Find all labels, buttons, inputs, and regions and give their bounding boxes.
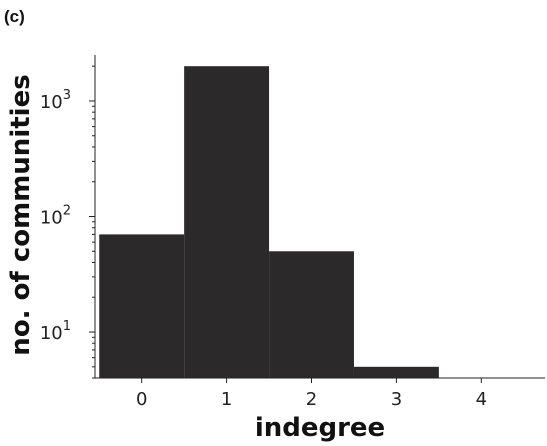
bars-layer — [99, 66, 439, 378]
x-tick-label-3: 3 — [391, 389, 402, 410]
bar-2 — [269, 251, 354, 378]
panel-label: (c) — [4, 7, 25, 26]
y-tick-exponent-1000: 3 — [63, 88, 71, 103]
y-tick-exponent-100: 2 — [63, 204, 71, 219]
bar-0 — [99, 234, 185, 378]
bar-1 — [184, 66, 270, 378]
y-axis-title: no. of communities — [6, 74, 36, 355]
y-tick-exponent-10: 1 — [63, 319, 71, 334]
x-tick-label-2: 2 — [306, 389, 317, 410]
x-axis-title: indegree — [255, 413, 385, 443]
bar-3 — [353, 366, 439, 378]
y-tick-label-1000: 103 — [40, 88, 71, 113]
x-tick-label-0: 0 — [136, 389, 147, 410]
y-tick-label-10: 101 — [40, 319, 71, 344]
x-tick-label-1: 1 — [221, 389, 232, 410]
y-tick-label-100: 102 — [40, 204, 71, 229]
x-tick-label-4: 4 — [476, 389, 487, 410]
